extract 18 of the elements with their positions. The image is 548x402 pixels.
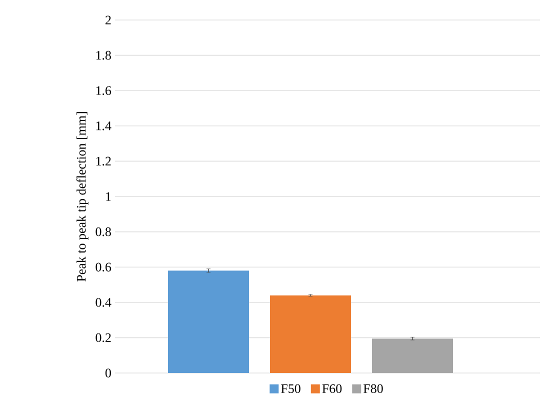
bar xyxy=(270,295,352,373)
y-tick-label: 0 xyxy=(105,368,111,378)
legend-label: F80 xyxy=(363,384,383,394)
y-tick-label: 1.2 xyxy=(96,156,111,166)
y-tick-label: 1 xyxy=(106,192,111,201)
y-tick-label: 1.6 xyxy=(96,86,112,95)
y-tick-label: 2 xyxy=(106,16,111,24)
y-tick-label: 0.8 xyxy=(96,227,111,236)
y-tick-label: 1.4 xyxy=(96,122,112,130)
y-tick-label: 0.4 xyxy=(96,298,112,307)
legend-label: F60 xyxy=(322,384,342,394)
bar xyxy=(168,270,250,373)
bar xyxy=(372,338,454,373)
y-axis-title: Peak to peak tip deflection [mm] xyxy=(76,112,88,282)
y-tick-label: 0.6 xyxy=(96,262,112,272)
legend-label: F50 xyxy=(281,384,300,394)
y-tick-label: 1.8 xyxy=(96,50,111,60)
y-tick-label: 0.2 xyxy=(96,333,111,342)
